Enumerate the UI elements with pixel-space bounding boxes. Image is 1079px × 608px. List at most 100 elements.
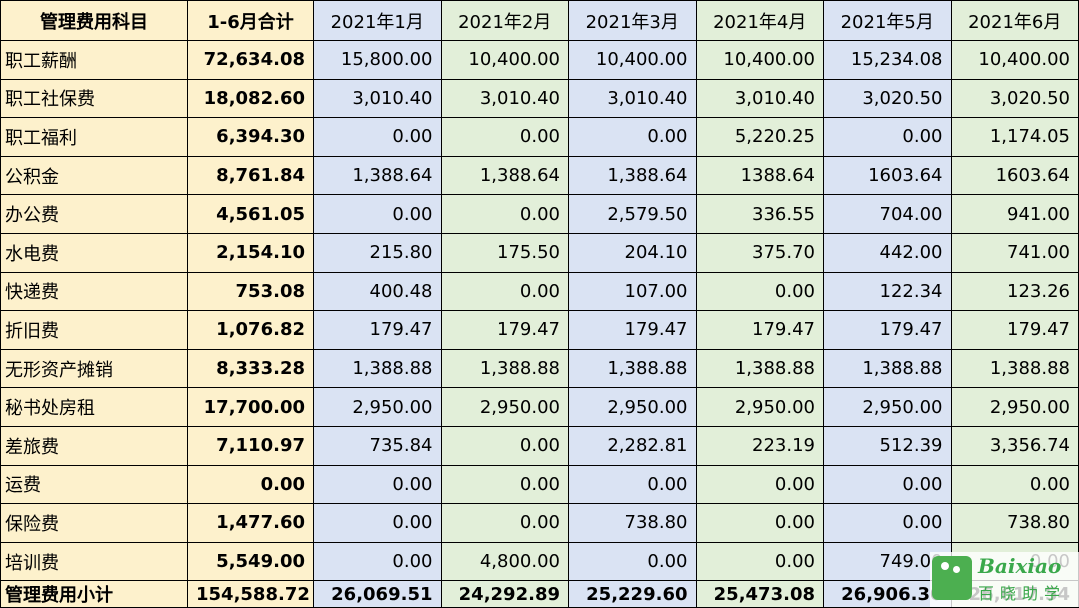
header-subject: 管理费用科目 bbox=[0, 0, 188, 41]
row-total: 7,110.97 bbox=[187, 425, 314, 466]
row-month-5: 0.00 bbox=[823, 464, 952, 505]
row-month-6: 1,388.88 bbox=[950, 348, 1079, 389]
header-total: 1-6月合计 bbox=[187, 0, 314, 41]
row-total: 17,700.00 bbox=[187, 387, 314, 427]
table-row: 无形资产摊销 8,333.28 1,388.88 1,388.88 1,388.88 1,… bbox=[0, 348, 1079, 389]
row-month-1: 0.00 bbox=[313, 194, 442, 234]
header-month-6: 2021年6月 bbox=[950, 0, 1079, 41]
table-row: 公积金 8,761.84 1,388.64 1,388.64 1,388.64 1388.… bbox=[0, 155, 1079, 196]
row-month-5: 15,234.08 bbox=[823, 40, 952, 80]
table-row: 折旧费 1,076.82 179.47 179.47 179.47 179.47 179.4… bbox=[0, 310, 1079, 350]
table-row: 职工福利 6,394.30 0.00 0.00 0.00 5,220.25 0.00 1,17… bbox=[0, 117, 1079, 157]
row-month-5: 0.00 bbox=[823, 503, 952, 543]
row-month-5: 3,020.50 bbox=[823, 78, 952, 119]
table-row: 职工社保费 18,082.60 3,010.40 3,010.40 3,010.40 3,… bbox=[0, 78, 1079, 119]
table-row: 水电费 2,154.10 215.80 175.50 204.10 375.70 442.0… bbox=[0, 232, 1079, 273]
row-month-3: 0.00 bbox=[568, 117, 697, 157]
row-month-5: 2,950.00 bbox=[823, 387, 952, 427]
header-row: 管理费用科目 1-6月合计 2021年1月 2021年2月 2021年3月 20… bbox=[0, 0, 1079, 41]
row-month-2: 0.00 bbox=[440, 425, 569, 466]
row-month-5: 1,388.88 bbox=[823, 348, 952, 389]
summary-month-4: 25,473.08 bbox=[695, 580, 824, 608]
summary-month-3: 25,229.60 bbox=[568, 580, 697, 608]
row-month-6: 0.00 bbox=[950, 464, 1079, 505]
row-month-3: 2,282.81 bbox=[568, 425, 697, 466]
row-month-3: 0.00 bbox=[568, 464, 697, 505]
row-month-4: 0.00 bbox=[695, 464, 824, 505]
row-month-5: 1603.64 bbox=[823, 155, 952, 196]
table-row: 保险费 1,477.60 0.00 0.00 738.80 0.00 0.00 738.80 bbox=[0, 503, 1079, 543]
row-month-2: 0.00 bbox=[440, 194, 569, 234]
row-month-4: 336.55 bbox=[695, 194, 824, 234]
row-month-3: 2,579.50 bbox=[568, 194, 697, 234]
row-month-2: 0.00 bbox=[440, 503, 569, 543]
row-subject: 办公费 bbox=[0, 194, 188, 234]
row-month-1: 3,010.40 bbox=[313, 78, 442, 119]
row-month-4: 5,220.25 bbox=[695, 117, 824, 157]
row-month-1: 2,950.00 bbox=[313, 387, 442, 427]
row-month-4: 0.00 bbox=[695, 271, 824, 312]
row-month-6: 123.26 bbox=[950, 271, 1079, 312]
table-row: 运费 0.00 0.00 0.00 0.00 0.00 0.00 0.00 bbox=[0, 464, 1079, 505]
row-subject: 快递费 bbox=[0, 271, 188, 312]
row-month-6: 1,174.05 bbox=[950, 117, 1079, 157]
summary-total: 154,588.72 bbox=[187, 580, 314, 608]
summary-label: 管理费用小计 bbox=[0, 580, 188, 608]
row-total: 1,076.82 bbox=[187, 310, 314, 350]
row-month-2: 3,010.40 bbox=[440, 78, 569, 119]
row-subject: 职工薪酬 bbox=[0, 40, 188, 80]
row-month-4: 2,950.00 bbox=[695, 387, 824, 427]
row-month-5: 179.47 bbox=[823, 310, 952, 350]
watermark-subtitle: 百晓助学 bbox=[978, 584, 1067, 603]
row-total: 1,477.60 bbox=[187, 503, 314, 543]
watermark: Baixiao 百晓助学 bbox=[930, 552, 1079, 607]
header-month-5: 2021年5月 bbox=[823, 0, 952, 41]
row-month-1: 0.00 bbox=[313, 464, 442, 505]
row-month-3: 107.00 bbox=[568, 271, 697, 312]
row-total: 6,394.30 bbox=[187, 117, 314, 157]
row-month-6: 2,950.00 bbox=[950, 387, 1079, 427]
row-month-2: 175.50 bbox=[440, 232, 569, 273]
row-month-6: 741.00 bbox=[950, 232, 1079, 273]
row-month-5: 749.00 bbox=[823, 541, 952, 582]
row-total: 5,549.00 bbox=[187, 541, 314, 582]
row-month-2: 1,388.64 bbox=[440, 155, 569, 196]
row-month-3: 3,010.40 bbox=[568, 78, 697, 119]
summary-month-1: 26,069.51 bbox=[313, 580, 442, 608]
header-month-3: 2021年3月 bbox=[568, 0, 697, 41]
row-month-5: 512.39 bbox=[823, 425, 952, 466]
row-month-1: 400.48 bbox=[313, 271, 442, 312]
row-month-4: 3,010.40 bbox=[695, 78, 824, 119]
row-total: 18,082.60 bbox=[187, 78, 314, 119]
watermark-brand: Baixiao bbox=[978, 554, 1062, 578]
row-month-1: 735.84 bbox=[313, 425, 442, 466]
table-row: 职工薪酬 72,634.08 15,800.00 10,400.00 10,400.00… bbox=[0, 40, 1079, 80]
row-subject: 职工福利 bbox=[0, 117, 188, 157]
row-month-5: 122.34 bbox=[823, 271, 952, 312]
row-month-4: 1388.64 bbox=[695, 155, 824, 196]
row-month-1: 0.00 bbox=[313, 503, 442, 543]
row-month-2: 4,800.00 bbox=[440, 541, 569, 582]
row-month-4: 223.19 bbox=[695, 425, 824, 466]
row-total: 0.00 bbox=[187, 464, 314, 505]
row-month-6: 179.47 bbox=[950, 310, 1079, 350]
row-subject: 水电费 bbox=[0, 232, 188, 273]
table-row: 快递费 753.08 400.48 0.00 107.00 0.00 122.34 123.2… bbox=[0, 271, 1079, 312]
row-month-4: 0.00 bbox=[695, 541, 824, 582]
row-total: 2,154.10 bbox=[187, 232, 314, 273]
row-month-3: 1,388.64 bbox=[568, 155, 697, 196]
row-month-4: 179.47 bbox=[695, 310, 824, 350]
row-month-5: 704.00 bbox=[823, 194, 952, 234]
row-subject: 差旅费 bbox=[0, 425, 188, 466]
header-month-2: 2021年2月 bbox=[440, 0, 569, 41]
row-month-2: 0.00 bbox=[440, 117, 569, 157]
row-month-3: 179.47 bbox=[568, 310, 697, 350]
summary-month-2: 24,292.89 bbox=[440, 580, 569, 608]
row-month-4: 375.70 bbox=[695, 232, 824, 273]
row-subject: 培训费 bbox=[0, 541, 188, 582]
row-month-2: 1,388.88 bbox=[440, 348, 569, 389]
row-total: 8,761.84 bbox=[187, 155, 314, 196]
table-row: 秘书处房租 17,700.00 2,950.00 2,950.00 2,950.00 2,… bbox=[0, 387, 1079, 427]
row-month-6: 3,356.74 bbox=[950, 425, 1079, 466]
